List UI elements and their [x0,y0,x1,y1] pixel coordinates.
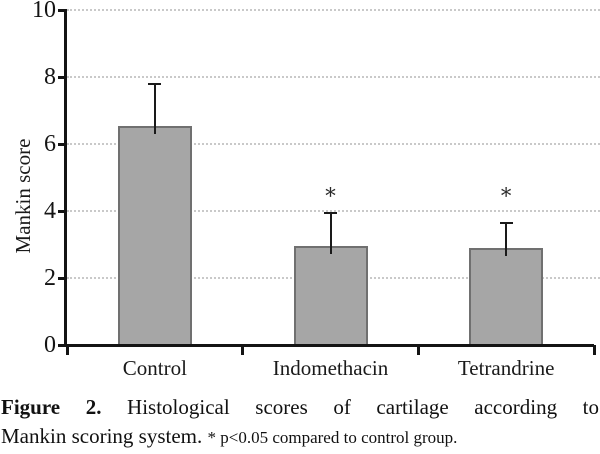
caption-text-part1: Histological scores of cartilage accordi… [101,395,600,419]
error-bar-tetrandrine [505,222,508,256]
x-category-label-tetrandrine: Tetrandrine [457,356,555,380]
significance-asterisk-indomethacin: * [325,184,336,208]
figure-caption: Figure 2. Histological scores of cartila… [1,394,599,451]
y-tick-label-0: 0 [44,332,56,358]
x-tick-2 [416,345,420,355]
figure-label: Figure 2. [1,395,102,419]
x-tick-3 [592,345,596,355]
bar-indomethacin [293,246,368,345]
y-tick-label-6: 6 [44,131,56,157]
error-cap-tetrandrine [499,221,513,224]
y-tick-4 [58,209,67,213]
y-tick-label-2: 2 [44,265,56,291]
y-tick-8 [58,75,67,79]
x-category-label-indomethacin: Indomethacin [272,356,389,380]
y-tick-label-4: 4 [44,198,56,224]
y-tick-0 [58,343,67,347]
x-tick-1 [241,345,245,355]
bar-tetrandrine [469,247,544,345]
error-bar-control [153,83,156,134]
y-tick-label-8: 8 [44,64,56,90]
significance-asterisk-tetrandrine: * [500,184,512,208]
error-cap-indomethacin [324,211,337,214]
x-axis-line [64,343,594,347]
y-tick-10 [58,8,67,12]
bar-control [117,125,192,345]
gridline-y10 [67,9,600,11]
y-tick-2 [58,276,67,280]
gridline-y4 [67,210,600,212]
error-cap-control [148,82,162,85]
caption-line-2: Mankin scoring system. * p<0.05 compared… [1,423,599,451]
y-tick-label-10: 10 [32,0,56,23]
x-tick-0 [65,345,69,355]
significance-note: * p<0.05 compared to control group. [207,428,458,447]
caption-text-part2: Mankin scoring system. [1,424,208,448]
mankin-score-bar-chart: Mankin score Control * Indomethacin * Tetran… [11,0,600,380]
y-axis-line [64,10,67,347]
gridline-y8 [67,76,600,78]
error-bar-indomethacin [329,212,332,255]
gridline-y6 [67,143,600,145]
x-category-label-control: Control [122,356,187,380]
caption-line-1: Figure 2. Histological scores of cartila… [1,394,599,420]
y-tick-6 [58,142,67,146]
